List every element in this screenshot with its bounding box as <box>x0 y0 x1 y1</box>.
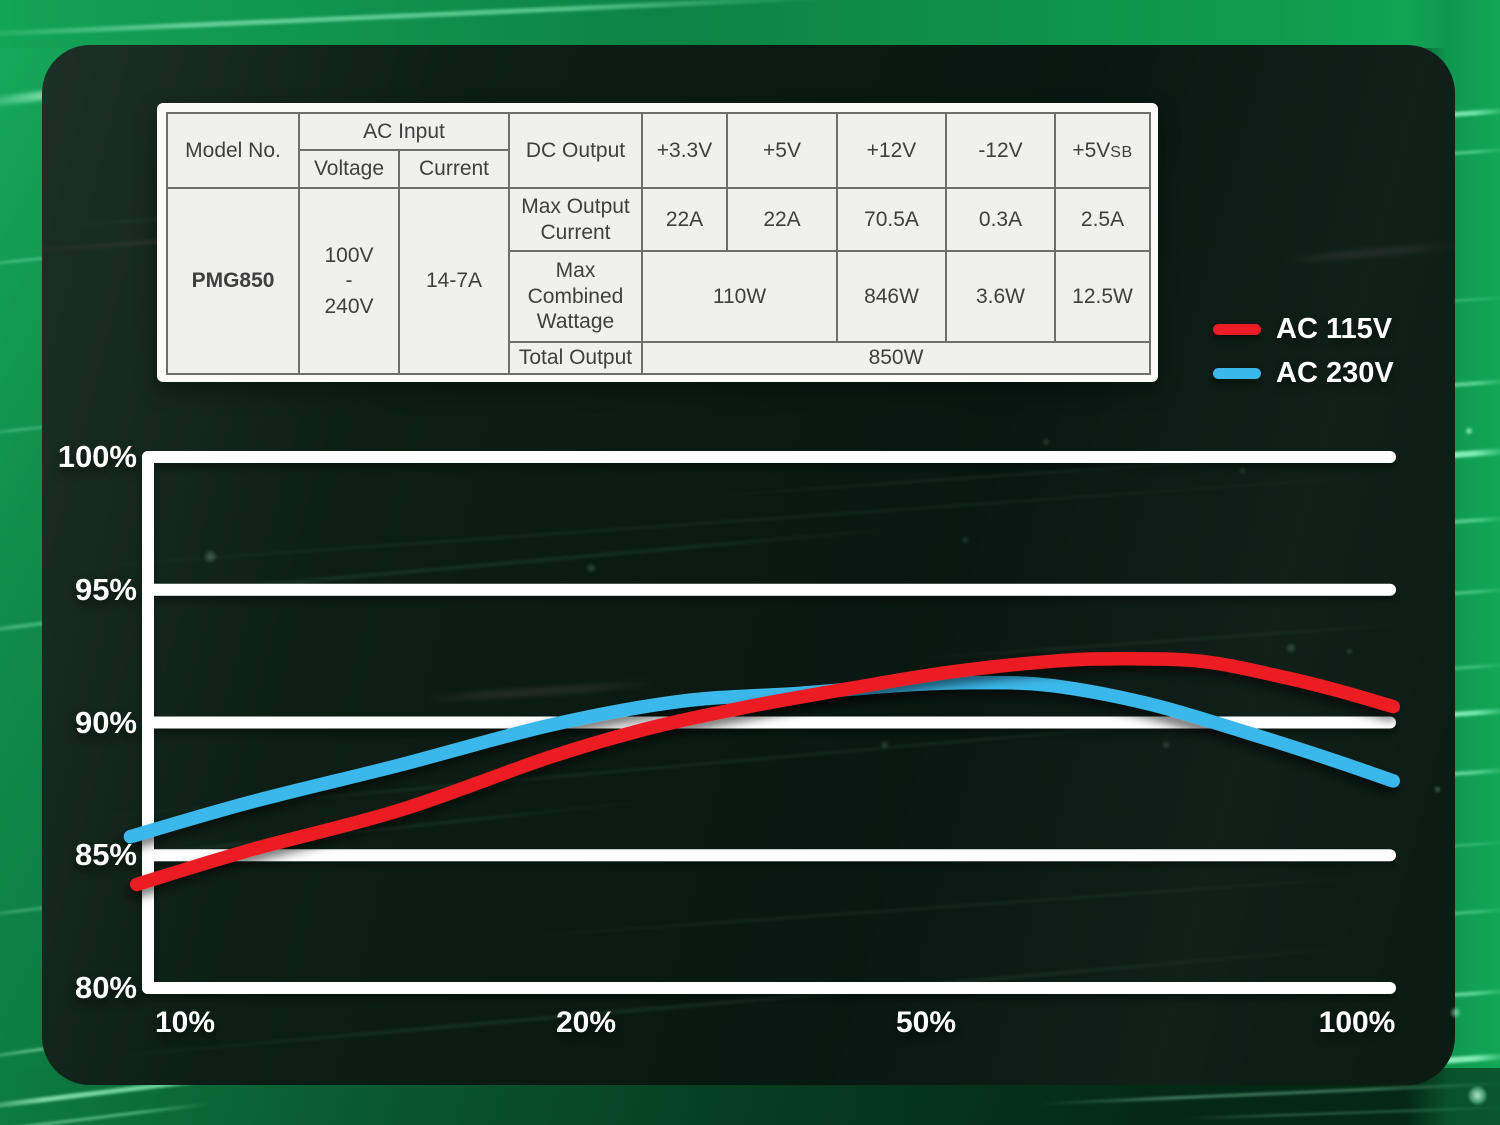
cell-current-header: Current <box>398 149 510 189</box>
legend-label-ac115v: AC 115V <box>1276 313 1393 345</box>
legend-swatch-ac115v <box>1213 324 1261 335</box>
cell-total-output-value: 850W <box>641 341 1151 375</box>
cell-max-current-5vsb: 2.5A <box>1054 187 1151 252</box>
background-top-band <box>0 0 1500 48</box>
legend-item-ac115v: AC 115V <box>1213 315 1394 344</box>
cell-max-current-3v3: 22A <box>641 187 728 252</box>
x-axis-tick-label-50: 50% <box>895 1006 957 1039</box>
cell-rail-12v-header: +12V <box>836 112 947 189</box>
cell-dc-output-header: DC Output <box>508 112 643 189</box>
cell-model-no-header: Model No. <box>166 112 300 189</box>
legend-item-ac230v: AC 230V <box>1213 359 1394 388</box>
cell-current-value: 14-7A <box>398 187 510 375</box>
x-axis-tick-label-10: 10% <box>154 1006 216 1039</box>
y-axis-tick-label-80: 80% <box>74 970 137 1005</box>
cell-voltage-value: 100V - 240V <box>298 187 400 375</box>
light-streak <box>1040 1081 1500 1106</box>
y-axis-tick-label-95: 95% <box>74 571 137 607</box>
cell-max-combined-wattage-label: Max Combined Wattage <box>508 250 643 343</box>
cell-rail-5vsb-header: +5VSB <box>1054 112 1151 189</box>
legend-label-ac230v: AC 230V <box>1276 357 1394 389</box>
legend-swatch-ac230v <box>1213 368 1261 379</box>
chart-legend: AC 115V AC 230V <box>1213 315 1394 388</box>
y-axis-tick-label-90: 90% <box>74 704 137 740</box>
cell-model-value: PMG850 <box>166 187 300 375</box>
x-axis-tick-label-100: 100% <box>1318 1006 1396 1039</box>
cell-combined-wattage-neg12v: 3.6W <box>945 250 1056 343</box>
cell-rail-3v3-header: +3.3V <box>641 112 728 189</box>
bokeh-dot <box>1465 427 1473 435</box>
cell-rail-5v-header: +5V <box>726 112 838 189</box>
cell-combined-wattage-3v3-5v: 110W <box>641 250 838 343</box>
light-streak <box>1180 1106 1500 1120</box>
cell-total-output-label: Total Output <box>508 341 643 375</box>
cell-max-output-current-label: Max Output Current <box>508 187 643 252</box>
cell-max-current-5v: 22A <box>726 187 838 252</box>
cell-max-current-neg12v: 0.3A <box>945 187 1056 252</box>
cell-ac-input-header: AC Input <box>298 112 510 151</box>
y-axis-tick-label-100: 100% <box>57 439 137 474</box>
rail-5vsb-subscript: SB <box>1110 143 1133 161</box>
light-streak <box>0 0 840 39</box>
light-streak <box>0 1102 210 1125</box>
cell-combined-wattage-12v: 846W <box>836 250 947 343</box>
spec-table-card: Model No. AC Input DC Output +3.3V +5V +… <box>157 103 1158 382</box>
cell-voltage-header: Voltage <box>298 149 400 189</box>
y-axis-tick-label-85: 85% <box>74 837 137 873</box>
cell-combined-wattage-5vsb: 12.5W <box>1054 250 1151 343</box>
rail-5vsb-main: +5V <box>1072 138 1111 162</box>
cell-rail-neg12v-header: -12V <box>945 112 1056 189</box>
cell-max-current-12v: 70.5A <box>836 187 947 252</box>
x-axis-tick-label-20: 20% <box>555 1006 617 1039</box>
spec-table: Model No. AC Input DC Output +3.3V +5V +… <box>166 112 1151 375</box>
bokeh-dot <box>1468 1086 1487 1105</box>
